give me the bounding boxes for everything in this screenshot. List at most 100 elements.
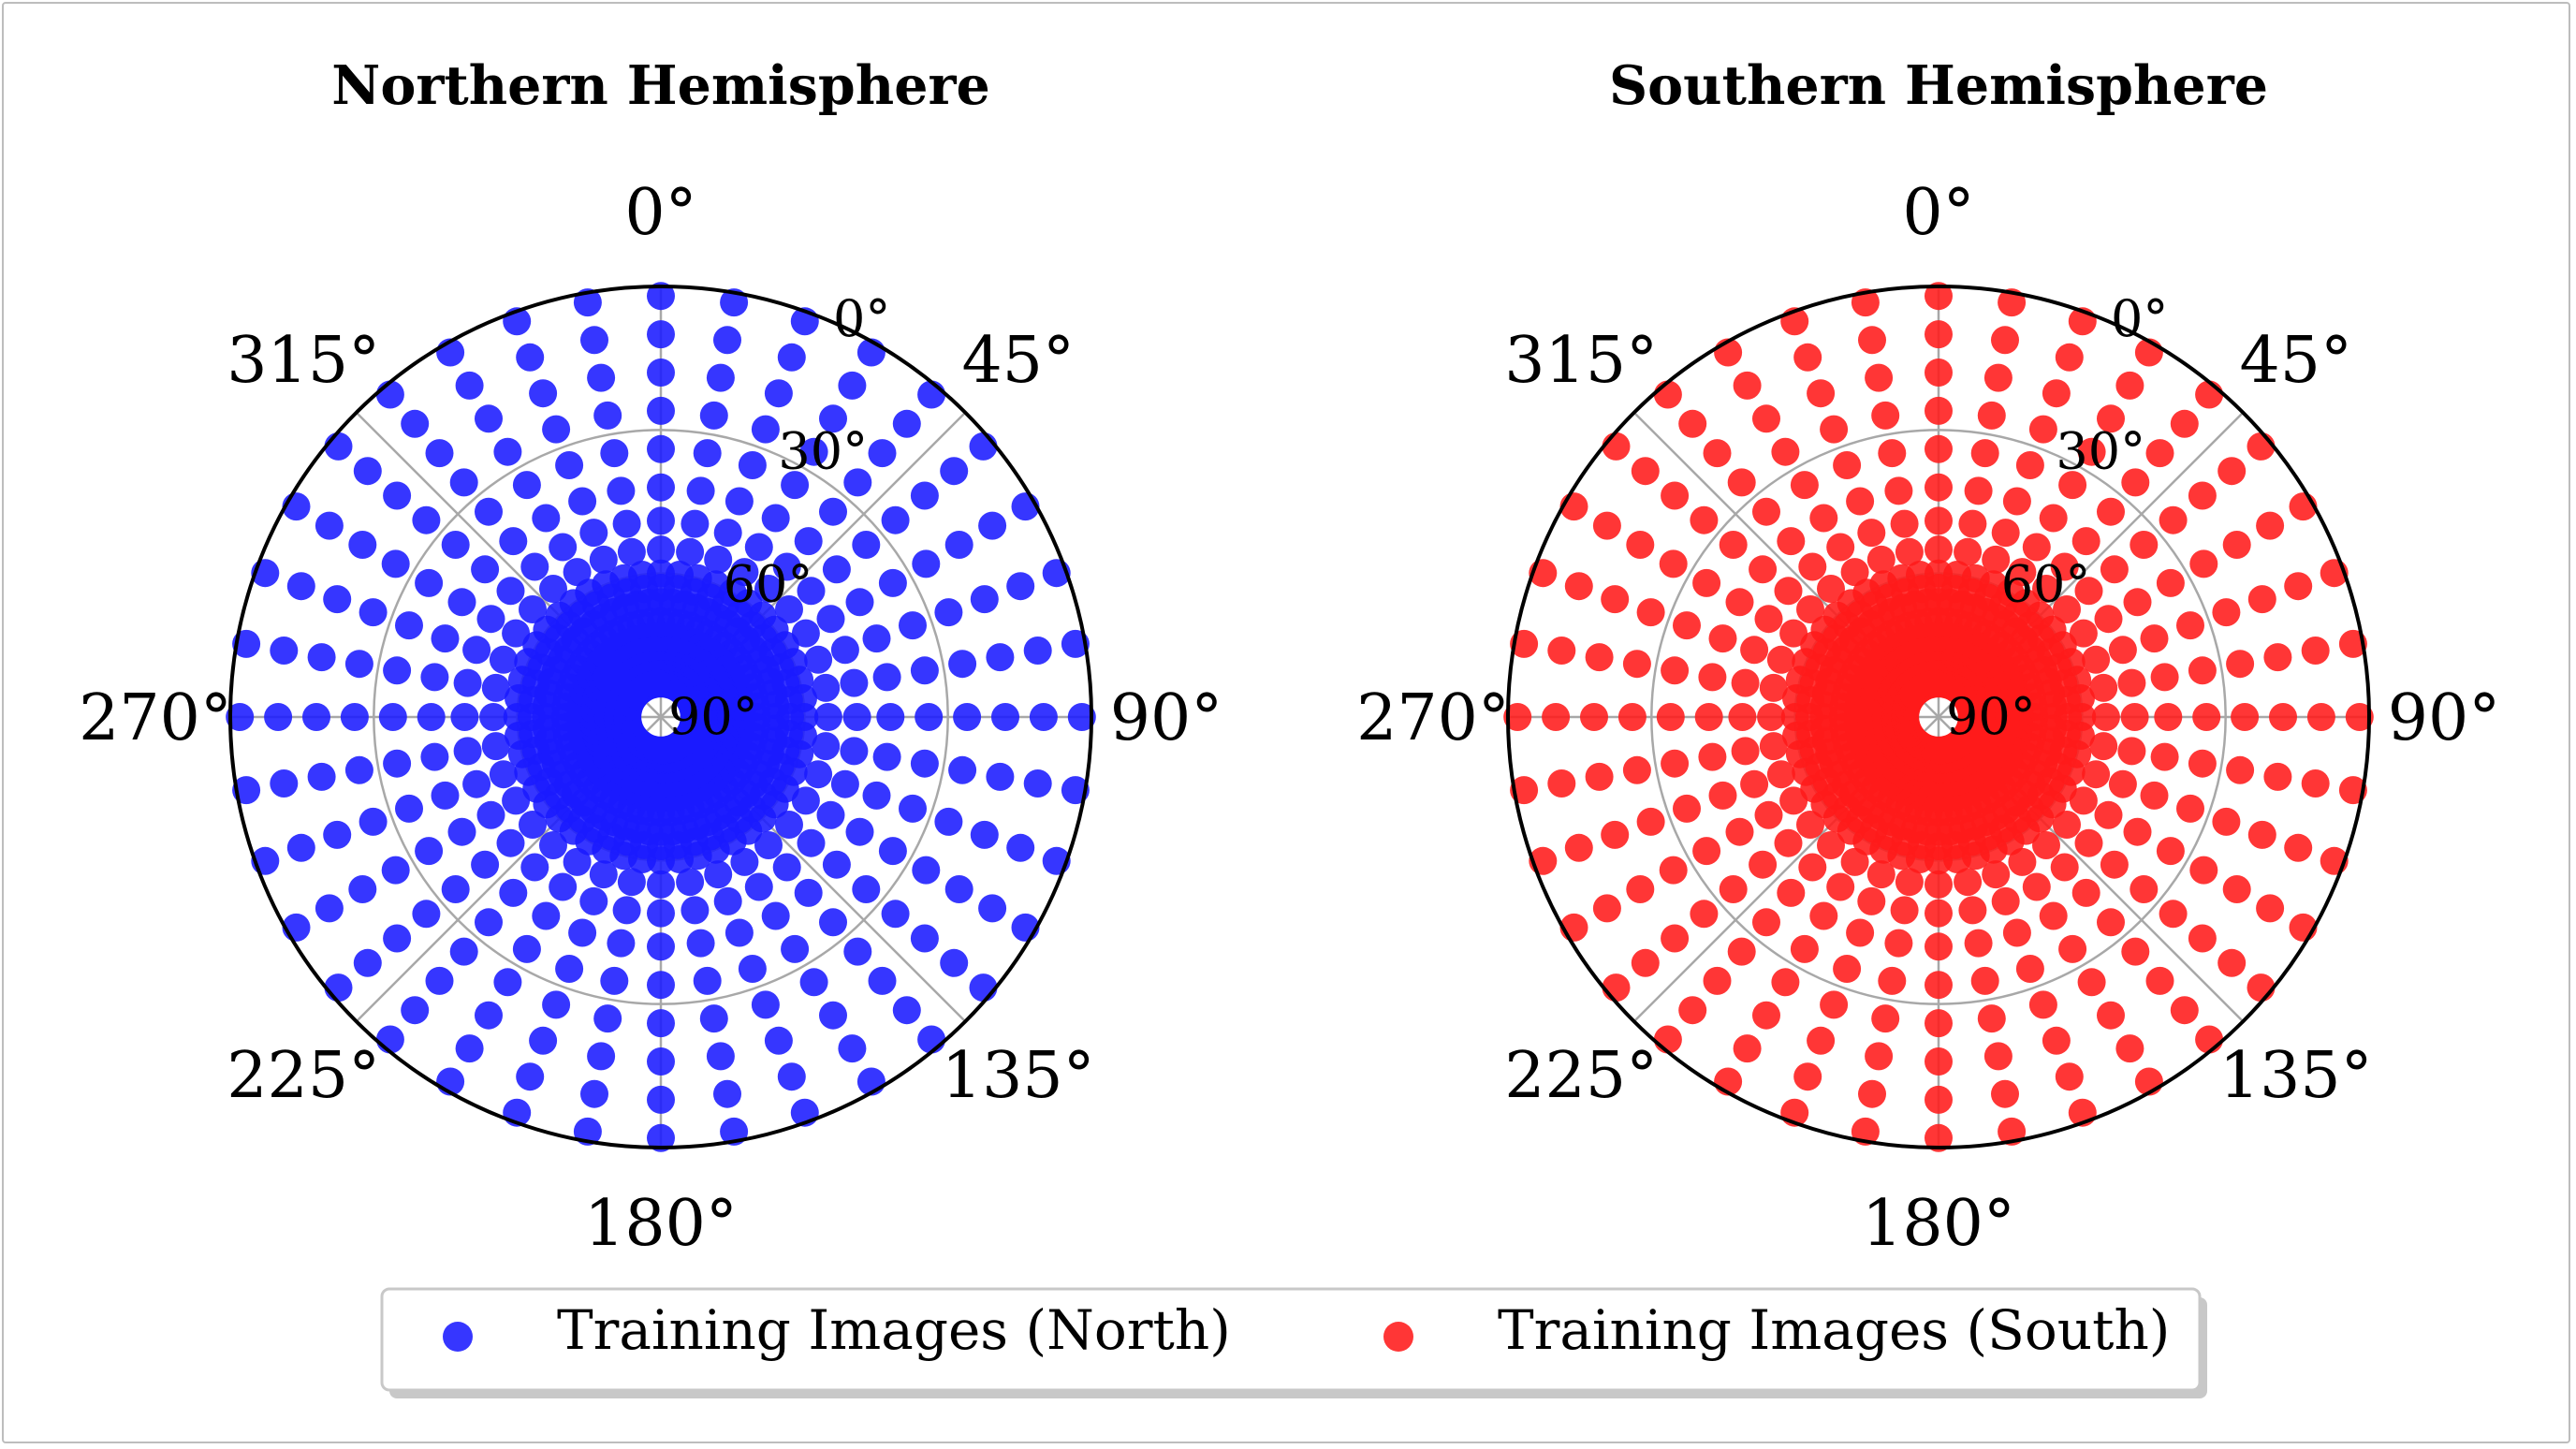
data-point: [777, 1062, 806, 1091]
data-point: [516, 343, 545, 372]
data-point: [681, 509, 710, 538]
data-point: [2077, 968, 2106, 997]
data-point: [713, 519, 742, 548]
data-point: [529, 379, 558, 408]
theta-tick-label: 135°: [942, 1039, 1095, 1113]
data-point: [2071, 527, 2100, 556]
northern-data-points: [226, 282, 1096, 1152]
data-point: [563, 558, 592, 587]
data-point: [775, 595, 803, 623]
data-point: [1661, 749, 1690, 778]
data-point: [2022, 872, 2051, 901]
data-point: [378, 703, 407, 731]
data-point: [2226, 755, 2255, 784]
northern-angle-labels: 0° 45° 90° 135° 180° 225° 270° 315°: [79, 176, 1222, 1261]
data-point: [1895, 537, 1924, 566]
data-point: [1866, 545, 1895, 574]
data-point: [1656, 703, 1685, 731]
data-point: [704, 860, 733, 889]
data-point: [1991, 1079, 2019, 1108]
data-point: [878, 837, 907, 866]
data-point: [647, 473, 675, 502]
data-point: [777, 343, 806, 372]
data-point: [1626, 531, 1655, 559]
data-point: [344, 650, 373, 679]
data-point: [502, 619, 531, 648]
data-point: [1542, 703, 1571, 731]
data-point: [840, 737, 869, 766]
data-point: [286, 572, 315, 601]
data-point: [764, 379, 793, 408]
data-point: [1779, 619, 1808, 648]
data-point: [819, 404, 847, 433]
data-point: [270, 769, 299, 798]
data-point: [1006, 572, 1035, 601]
data-point: [1601, 585, 1630, 614]
data-point: [804, 645, 833, 674]
data-point: [462, 769, 491, 798]
data-point: [819, 1001, 847, 1030]
data-point: [1653, 1025, 1682, 1054]
data-point: [953, 703, 982, 731]
data-point: [555, 451, 584, 479]
data-point: [1692, 837, 1721, 866]
data-point: [1673, 611, 1701, 640]
data-point: [2117, 737, 2146, 766]
data-point: [568, 918, 597, 947]
data-point: [226, 703, 255, 731]
data-point: [647, 1123, 675, 1152]
data-point: [587, 363, 616, 392]
data-point: [822, 850, 851, 879]
data-point: [520, 552, 549, 581]
data-point: [775, 811, 803, 839]
data-point: [822, 555, 851, 584]
data-point: [845, 588, 874, 617]
data-point: [781, 471, 810, 500]
data-point: [2039, 504, 2068, 533]
data-point: [489, 645, 518, 674]
southern-angle-labels: 0° 45° 90° 135° 180° 225° 270° 315°: [1356, 176, 2500, 1261]
data-point: [475, 1001, 503, 1030]
data-point: [1661, 656, 1690, 685]
data-point: [2115, 1034, 2144, 1063]
data-point: [1833, 451, 1862, 479]
data-point: [797, 577, 826, 606]
polar-axis-outline: [228, 285, 1093, 1149]
data-point: [1774, 577, 1803, 606]
data-point: [359, 807, 388, 836]
data-point: [1703, 966, 1732, 995]
data-point: [425, 439, 454, 468]
data-point: [2015, 451, 2044, 479]
data-point: [1793, 1062, 1822, 1091]
data-point: [878, 568, 907, 597]
data-point: [948, 755, 977, 784]
data-point: [1970, 966, 1999, 995]
data-point: [475, 497, 503, 526]
data-point: [693, 966, 722, 995]
data-point: [991, 703, 1019, 731]
data-point: [986, 762, 1015, 791]
data-point: [441, 531, 470, 559]
data-point: [2247, 585, 2276, 614]
data-point: [2222, 875, 2251, 903]
data-point: [2117, 668, 2146, 697]
data-point: [270, 637, 299, 665]
data-point: [1925, 1085, 1953, 1114]
data-point: [519, 811, 547, 839]
data-point: [912, 856, 941, 885]
data-point: [940, 948, 969, 977]
data-point: [542, 415, 571, 444]
data-point: [2089, 673, 2118, 702]
data-point: [455, 1034, 484, 1063]
data-point: [1733, 371, 1762, 400]
data-point: [612, 896, 641, 925]
data-point: [381, 856, 410, 885]
data-point: [1964, 476, 1993, 505]
data-point: [307, 643, 336, 672]
data-point: [447, 588, 476, 617]
data-point: [2074, 577, 2103, 606]
data-point: [315, 894, 344, 923]
data-point: [499, 527, 528, 556]
data-point: [375, 380, 404, 409]
data-point: [568, 487, 597, 516]
